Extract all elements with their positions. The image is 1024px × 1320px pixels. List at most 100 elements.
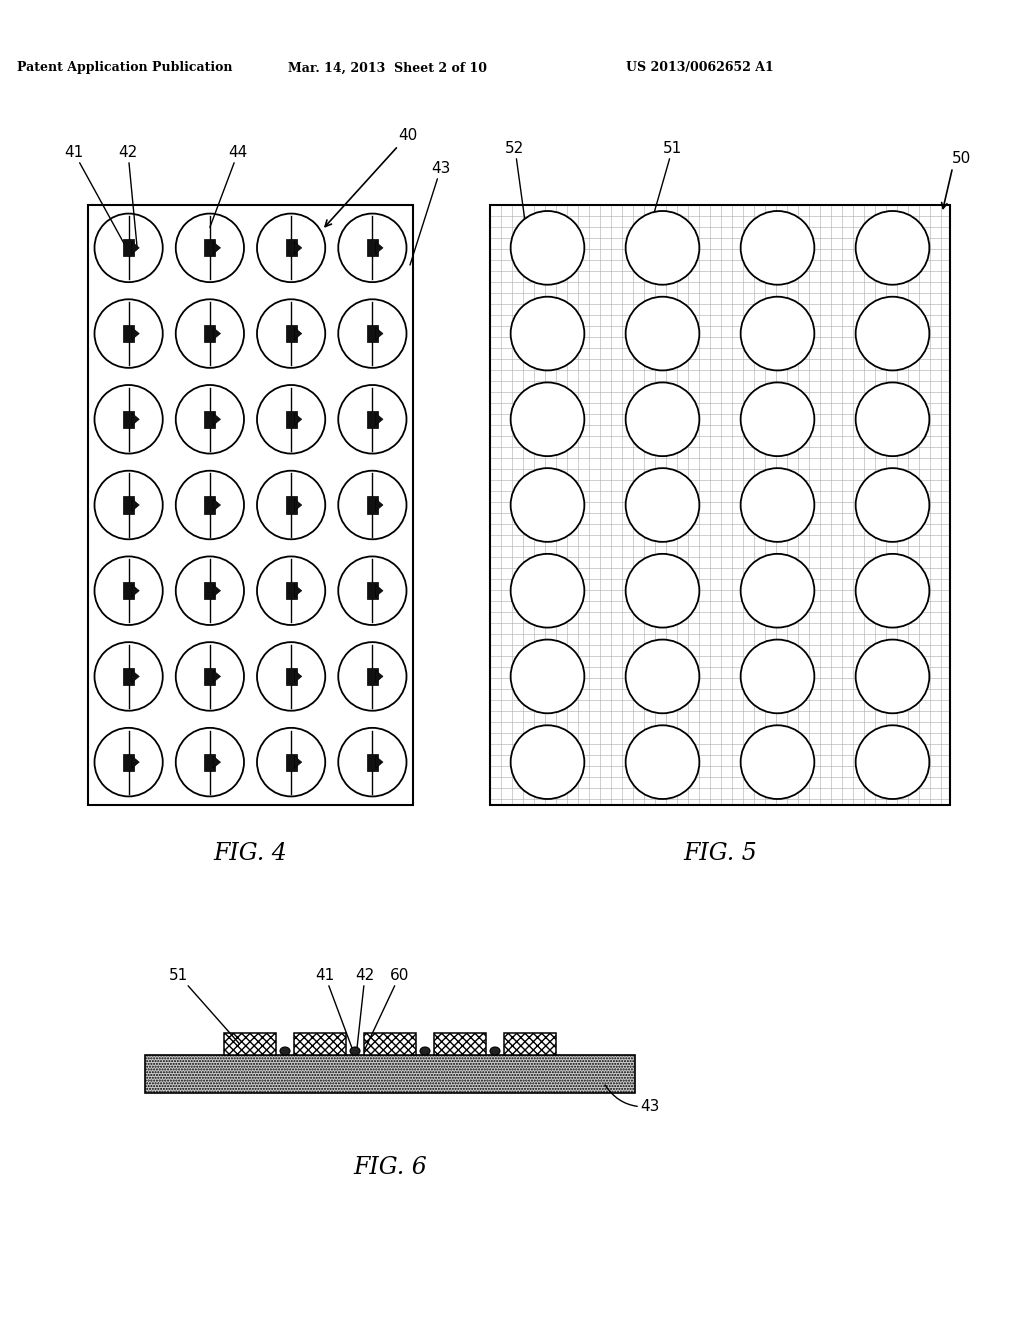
Circle shape (740, 554, 814, 627)
Bar (205, 325, 215, 342)
Polygon shape (376, 413, 383, 425)
Circle shape (740, 640, 814, 713)
Bar (145, 1055, 635, 1093)
Bar (294, 1034, 346, 1055)
Bar (286, 411, 297, 428)
Ellipse shape (280, 1047, 290, 1055)
Ellipse shape (420, 1047, 430, 1055)
Text: 42: 42 (119, 145, 137, 248)
Polygon shape (213, 671, 220, 682)
Polygon shape (132, 671, 139, 682)
Bar (504, 1034, 556, 1055)
Circle shape (626, 211, 699, 285)
Circle shape (511, 725, 585, 799)
Circle shape (626, 725, 699, 799)
Circle shape (856, 554, 930, 627)
Text: 43: 43 (605, 1085, 659, 1114)
Ellipse shape (338, 300, 407, 368)
Ellipse shape (176, 214, 244, 282)
Polygon shape (213, 756, 220, 768)
Ellipse shape (338, 642, 407, 710)
Bar (367, 325, 378, 342)
Polygon shape (213, 242, 220, 253)
Polygon shape (213, 327, 220, 339)
Ellipse shape (338, 557, 407, 624)
Bar (286, 754, 297, 771)
Polygon shape (132, 585, 139, 597)
Bar (490, 205, 950, 805)
Text: 41: 41 (315, 968, 352, 1048)
Text: 51: 51 (651, 141, 682, 222)
Circle shape (511, 383, 585, 457)
Bar (367, 496, 378, 513)
Bar (367, 411, 378, 428)
Circle shape (856, 383, 930, 457)
Polygon shape (295, 671, 302, 682)
Text: FIG. 4: FIG. 4 (214, 842, 288, 865)
Text: 43: 43 (410, 161, 451, 265)
Ellipse shape (338, 727, 407, 796)
Ellipse shape (257, 642, 326, 710)
Bar (286, 668, 297, 685)
Bar (123, 496, 134, 513)
Text: 50: 50 (952, 150, 971, 166)
Polygon shape (376, 585, 383, 597)
Circle shape (511, 554, 585, 627)
Ellipse shape (338, 214, 407, 282)
Polygon shape (132, 756, 139, 768)
Text: FIG. 5: FIG. 5 (683, 842, 757, 865)
Polygon shape (132, 499, 139, 511)
Bar (224, 1034, 276, 1055)
Circle shape (511, 640, 585, 713)
Polygon shape (295, 499, 302, 511)
Circle shape (511, 297, 585, 371)
Bar (367, 582, 378, 599)
Bar (123, 411, 134, 428)
Bar (434, 1034, 486, 1055)
Polygon shape (295, 327, 302, 339)
Text: 51: 51 (169, 968, 240, 1044)
Polygon shape (376, 756, 383, 768)
Polygon shape (295, 242, 302, 253)
Bar (205, 496, 215, 513)
Ellipse shape (94, 214, 163, 282)
Bar (286, 582, 297, 599)
Polygon shape (295, 756, 302, 768)
Circle shape (740, 211, 814, 285)
Circle shape (740, 297, 814, 371)
Ellipse shape (257, 471, 326, 540)
Polygon shape (376, 327, 383, 339)
Text: 40: 40 (325, 128, 417, 227)
Ellipse shape (257, 557, 326, 624)
Ellipse shape (176, 385, 244, 454)
Bar (286, 496, 297, 513)
Circle shape (511, 211, 585, 285)
Polygon shape (132, 242, 139, 253)
Text: 41: 41 (65, 145, 125, 244)
Bar (205, 668, 215, 685)
Circle shape (626, 297, 699, 371)
Polygon shape (295, 413, 302, 425)
Text: 52: 52 (506, 141, 528, 248)
Ellipse shape (490, 1047, 500, 1055)
Circle shape (740, 383, 814, 457)
Ellipse shape (94, 385, 163, 454)
Ellipse shape (350, 1047, 360, 1055)
Ellipse shape (94, 727, 163, 796)
Circle shape (740, 469, 814, 541)
Circle shape (856, 725, 930, 799)
Bar (205, 754, 215, 771)
Ellipse shape (338, 385, 407, 454)
Ellipse shape (94, 642, 163, 710)
Circle shape (856, 640, 930, 713)
Circle shape (740, 725, 814, 799)
Ellipse shape (176, 557, 244, 624)
Ellipse shape (257, 300, 326, 368)
Polygon shape (132, 327, 139, 339)
Ellipse shape (176, 642, 244, 710)
Ellipse shape (94, 300, 163, 368)
Text: FIG. 6: FIG. 6 (353, 1156, 427, 1180)
Ellipse shape (94, 557, 163, 624)
Polygon shape (213, 585, 220, 597)
Bar (123, 582, 134, 599)
